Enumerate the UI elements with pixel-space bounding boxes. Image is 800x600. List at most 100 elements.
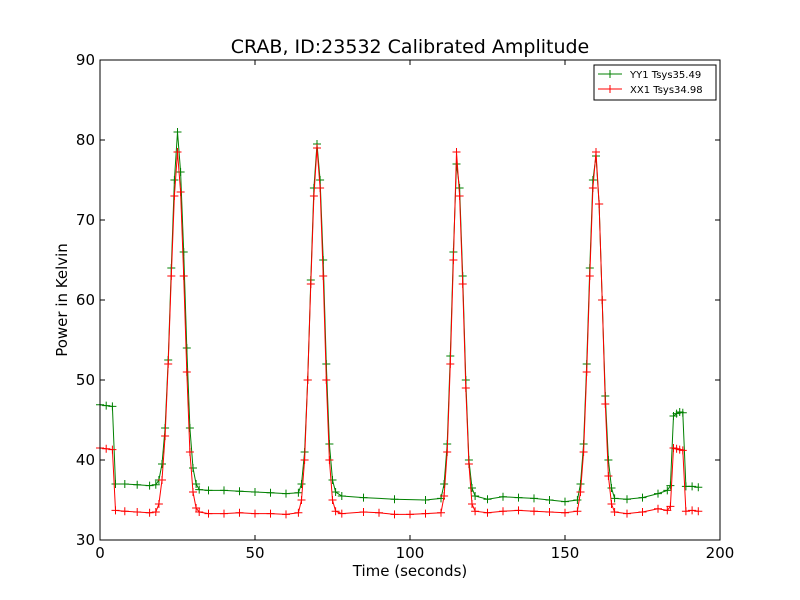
data-point <box>499 507 507 516</box>
data-point <box>195 508 204 516</box>
x-tick-label: 100 <box>396 544 425 562</box>
data-point <box>185 424 194 432</box>
series-line <box>99 147 699 515</box>
x-tick-label: 200 <box>706 544 735 562</box>
data-point <box>514 506 523 515</box>
data-point <box>359 493 368 502</box>
data-point <box>514 493 523 502</box>
y-axis-label: Power in Kelvin <box>53 243 71 357</box>
data-point <box>582 368 591 376</box>
data-point <box>681 507 690 516</box>
data-point <box>678 446 687 455</box>
data-point <box>573 507 582 516</box>
data-point <box>666 502 675 511</box>
data-point <box>235 508 244 517</box>
x-tick-label: 50 <box>245 544 264 562</box>
data-point <box>294 508 303 517</box>
data-point <box>102 401 111 410</box>
data-point <box>111 506 120 515</box>
data-point <box>604 456 613 464</box>
data-point <box>266 509 275 518</box>
data-point <box>170 176 179 184</box>
data-point <box>561 497 569 506</box>
data-point <box>322 376 331 384</box>
data-point <box>375 508 383 517</box>
data-point <box>464 460 473 468</box>
data-point <box>328 476 337 484</box>
data-point <box>309 192 318 200</box>
data-point <box>133 480 142 489</box>
data-point <box>158 476 166 484</box>
data-point <box>251 488 259 496</box>
y-tick-label: 50 <box>76 371 95 389</box>
data-point <box>638 508 647 516</box>
data-point <box>694 483 703 492</box>
data-point <box>455 192 464 200</box>
data-point <box>421 496 430 504</box>
data-point <box>654 489 662 498</box>
legend-label: YY1 Tsys35.49 <box>629 70 701 81</box>
data-point <box>179 272 188 280</box>
data-point <box>663 486 672 495</box>
data-point <box>133 508 142 516</box>
data-point <box>167 272 176 280</box>
data-point <box>406 510 414 519</box>
data-point <box>595 200 604 208</box>
data-point <box>446 360 455 368</box>
data-point <box>437 508 445 517</box>
data-point <box>170 192 179 200</box>
data-point <box>461 384 470 392</box>
y-tick-label: 70 <box>76 211 95 229</box>
data-point <box>151 480 160 489</box>
data-point <box>588 184 597 192</box>
data-point <box>325 440 334 448</box>
data-point <box>440 480 449 488</box>
data-point <box>328 496 337 504</box>
data-point <box>604 472 613 480</box>
data-point <box>610 508 619 516</box>
data-point <box>195 485 204 494</box>
data-point <box>421 509 430 518</box>
data-point <box>182 344 191 352</box>
data-point <box>120 507 129 516</box>
legend-marker <box>606 85 614 93</box>
data-point <box>443 448 452 456</box>
data-point <box>585 272 594 280</box>
data-point <box>573 496 582 504</box>
series-layer <box>96 128 703 519</box>
data-point <box>108 402 117 411</box>
x-tick-label: 150 <box>551 544 580 562</box>
data-point <box>452 148 461 156</box>
data-point <box>654 504 662 513</box>
data-point <box>145 508 154 517</box>
data-point <box>499 492 507 501</box>
data-point <box>120 480 129 488</box>
data-point <box>251 509 259 518</box>
data-point <box>598 296 607 304</box>
x-tick-label: 0 <box>95 544 105 562</box>
data-point <box>297 496 306 504</box>
data-point <box>173 148 182 156</box>
data-point <box>189 488 197 496</box>
legend-box <box>593 64 717 101</box>
data-point <box>468 500 476 508</box>
data-point <box>173 128 182 136</box>
series-1 <box>96 144 703 519</box>
data-point <box>297 480 306 488</box>
data-point <box>337 492 346 500</box>
data-point <box>161 432 170 440</box>
legend-label: XX1 Tsys34.98 <box>630 85 703 96</box>
data-point <box>108 445 117 454</box>
y-tick-label: 30 <box>76 531 95 549</box>
tick-layer: 0 50 100 150 200 30 40 50 60 70 80 90 <box>76 51 734 562</box>
data-point <box>390 510 399 519</box>
data-point <box>220 486 228 495</box>
data-point <box>192 480 201 488</box>
data-point <box>390 495 399 504</box>
data-point <box>294 488 303 497</box>
data-point <box>111 480 120 488</box>
data-point <box>688 506 697 515</box>
data-point <box>151 508 160 516</box>
data-point <box>306 280 315 288</box>
